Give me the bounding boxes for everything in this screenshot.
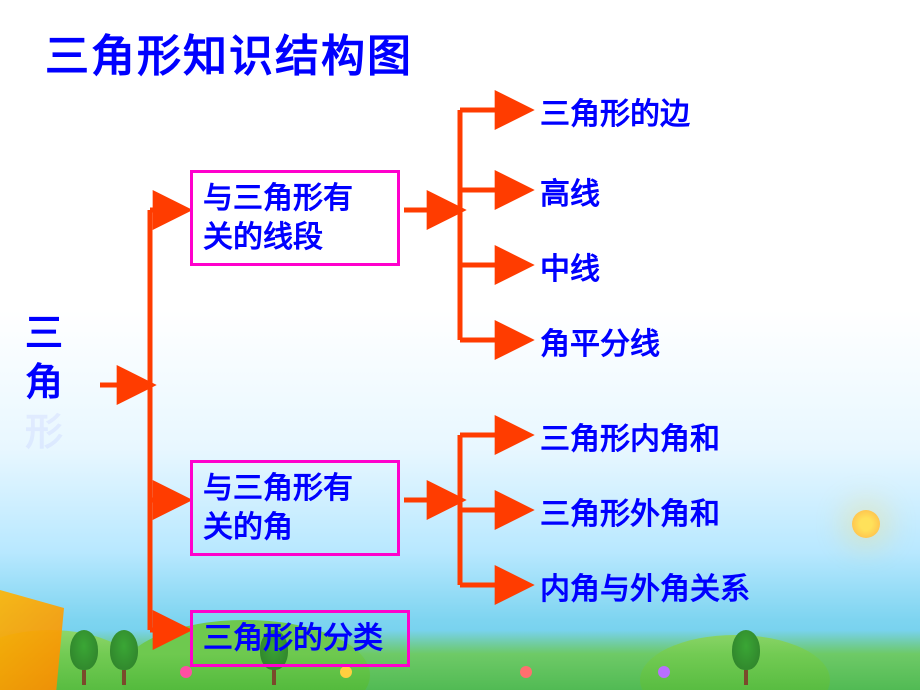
page-title: 三角形知识结构图 bbox=[45, 20, 413, 84]
root-text-1: 三 bbox=[25, 313, 63, 355]
branch-box-lines: 与三角形有关的线段 bbox=[190, 170, 400, 266]
scenery-flower bbox=[520, 666, 532, 678]
root-node: 三 角 形 bbox=[25, 310, 75, 458]
leaf-edge: 三角形的边 bbox=[540, 95, 690, 136]
scenery-flower bbox=[658, 666, 670, 678]
connector-layer bbox=[0, 0, 920, 690]
scenery-tree bbox=[110, 630, 138, 670]
leaf-angle-relation: 内角与外角关系 bbox=[540, 570, 750, 611]
scenery-flower bbox=[340, 666, 352, 678]
scenery-sun bbox=[852, 510, 880, 538]
leaf-interior-sum: 三角形内角和 bbox=[540, 420, 720, 461]
scenery-grass bbox=[0, 630, 920, 690]
root-text-2: 角 bbox=[25, 362, 63, 404]
scenery-tree bbox=[70, 630, 98, 670]
leaf-exterior-sum: 三角形外角和 bbox=[540, 495, 720, 536]
corner-tag bbox=[0, 590, 64, 690]
leaf-median: 中线 bbox=[540, 250, 600, 291]
branch-box-classification: 三角形的分类 bbox=[190, 610, 410, 667]
scenery-flower bbox=[180, 666, 192, 678]
branch-label: 与三角形有关的角 bbox=[203, 472, 353, 544]
leaf-bisector: 角平分线 bbox=[540, 325, 660, 366]
scenery-tree bbox=[732, 630, 760, 670]
root-text-3: 形 bbox=[25, 412, 63, 454]
branch-box-angles: 与三角形有关的角 bbox=[190, 460, 400, 556]
branch-label: 三角形的分类 bbox=[203, 622, 383, 655]
branch-label: 与三角形有关的线段 bbox=[203, 182, 353, 254]
leaf-altitude: 高线 bbox=[540, 175, 600, 216]
